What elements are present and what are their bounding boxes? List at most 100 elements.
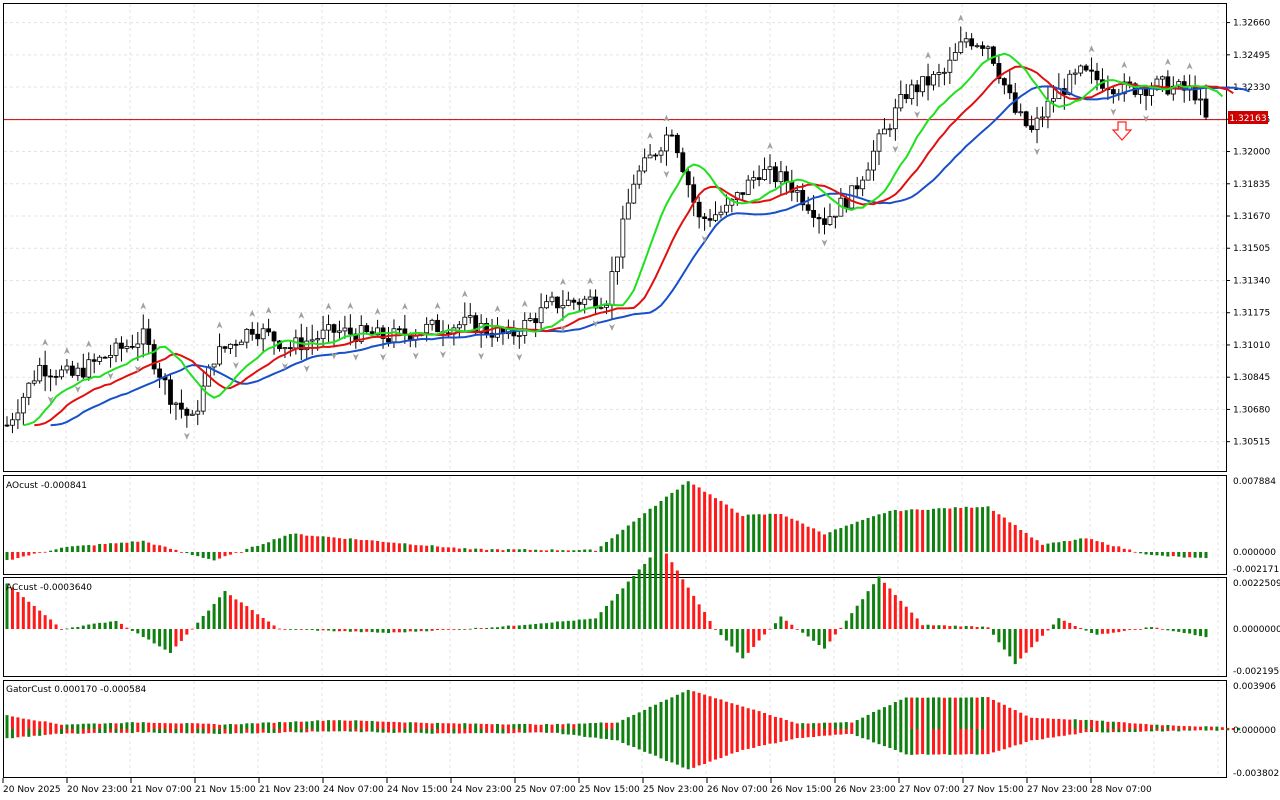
histogram-bar xyxy=(768,715,772,729)
histogram-bar xyxy=(32,720,36,729)
histogram-bar xyxy=(806,729,810,738)
candle-body xyxy=(282,347,288,350)
histogram-bar xyxy=(1008,629,1012,657)
histogram-bar xyxy=(457,629,461,630)
histogram-bar xyxy=(1144,627,1148,629)
histogram-bar xyxy=(1100,542,1104,552)
histogram-bar xyxy=(332,720,336,729)
histogram-bar xyxy=(468,628,472,630)
histogram-bar xyxy=(49,550,53,552)
histogram-bar xyxy=(948,729,952,755)
main-price-panel[interactable] xyxy=(3,3,1227,472)
histogram-bar xyxy=(1062,541,1066,552)
histogram-bar xyxy=(490,724,494,729)
histogram-bar xyxy=(997,729,1001,751)
histogram-bar xyxy=(147,629,151,640)
ao-panel[interactable] xyxy=(3,475,1227,575)
histogram-bar xyxy=(256,723,260,729)
histogram-bar xyxy=(1084,719,1088,729)
histogram-bar xyxy=(654,729,658,756)
histogram-bar xyxy=(948,626,952,629)
histogram-bar xyxy=(158,545,162,552)
histogram-bar xyxy=(697,729,701,766)
fractal-up-icon xyxy=(63,347,70,355)
histogram-bar xyxy=(218,729,222,734)
histogram-bar xyxy=(730,703,734,729)
histogram-bar xyxy=(899,729,903,753)
histogram-bar xyxy=(1160,729,1164,732)
candle-body xyxy=(80,367,86,378)
histogram-bar xyxy=(114,620,118,629)
histogram-bar xyxy=(921,697,925,729)
candle-body xyxy=(647,154,653,159)
histogram-bar xyxy=(136,541,140,552)
histogram-bar xyxy=(1095,541,1099,552)
histogram-bar xyxy=(10,716,14,729)
histogram-bar xyxy=(833,529,837,552)
time-axis: 20 Nov 2025 20 Nov 23:00 21 Nov 07:00 21 No… xyxy=(2,778,1152,795)
histogram-bar xyxy=(130,722,134,729)
histogram-bar xyxy=(327,720,331,729)
histogram-bar xyxy=(757,729,761,747)
histogram-bar xyxy=(1193,629,1197,636)
histogram-bar xyxy=(1073,539,1077,552)
histogram-bar xyxy=(174,629,178,647)
histogram-bar xyxy=(256,614,260,629)
price-tick-label: 1.30845 xyxy=(1233,373,1270,383)
histogram-bar xyxy=(1079,627,1083,629)
histogram-bar xyxy=(964,697,968,729)
histogram-bar xyxy=(457,548,461,552)
candle-body xyxy=(64,365,70,371)
histogram-bar xyxy=(267,621,271,629)
price-tick-label: 1.31010 xyxy=(1233,341,1270,351)
candle-body xyxy=(724,204,729,213)
histogram-bar xyxy=(572,729,576,735)
histogram-bar xyxy=(741,516,745,552)
fractal-up-icon xyxy=(85,340,92,348)
histogram-bar xyxy=(1188,726,1192,729)
histogram-bar xyxy=(10,587,14,629)
candle-body xyxy=(184,408,190,416)
candle-body xyxy=(860,179,866,190)
histogram-bar xyxy=(626,717,630,729)
candle-body xyxy=(10,419,15,426)
histogram-bar xyxy=(572,550,576,552)
histogram-bar xyxy=(621,588,625,629)
histogram-bar xyxy=(893,729,897,750)
histogram-bar xyxy=(937,508,941,552)
fractal-down-icon xyxy=(1034,148,1041,156)
histogram-bar xyxy=(893,701,897,729)
histogram-bar xyxy=(1062,719,1066,729)
histogram-bar xyxy=(621,719,625,729)
histogram-bar xyxy=(1177,629,1181,632)
histogram-bar xyxy=(877,576,881,629)
histogram-bar xyxy=(65,628,69,630)
ac-panel[interactable] xyxy=(3,577,1227,677)
alligator-lips-line xyxy=(23,52,1224,427)
histogram-bar xyxy=(501,550,505,552)
candle-body xyxy=(1165,76,1171,95)
histogram-bar xyxy=(801,629,805,633)
histogram-bar xyxy=(1166,629,1170,631)
candle-body xyxy=(969,38,975,47)
histogram-bar xyxy=(452,629,456,630)
candle-body xyxy=(326,324,331,331)
histogram-bar xyxy=(915,697,919,729)
histogram-bar xyxy=(839,528,843,552)
histogram-bar xyxy=(539,729,543,733)
candle-body xyxy=(1083,65,1089,71)
candle-body xyxy=(135,343,141,348)
histogram-bar xyxy=(381,541,385,552)
histogram-bar xyxy=(675,570,679,629)
histogram-bar xyxy=(98,543,102,552)
histogram-bar xyxy=(130,729,134,734)
candle-body xyxy=(685,171,691,186)
histogram-bar xyxy=(365,729,369,732)
histogram-bar xyxy=(637,729,641,750)
candle-body xyxy=(375,327,381,336)
histogram-bar xyxy=(670,562,674,629)
histogram-bar xyxy=(152,629,156,644)
time-tick-label: 24 Nov 15:00 xyxy=(387,785,448,795)
histogram-bar xyxy=(163,629,167,650)
